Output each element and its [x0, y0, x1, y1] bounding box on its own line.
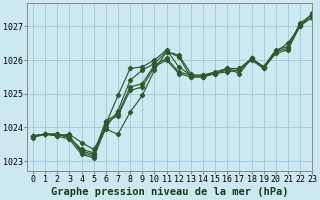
X-axis label: Graphe pression niveau de la mer (hPa): Graphe pression niveau de la mer (hPa): [51, 187, 288, 197]
